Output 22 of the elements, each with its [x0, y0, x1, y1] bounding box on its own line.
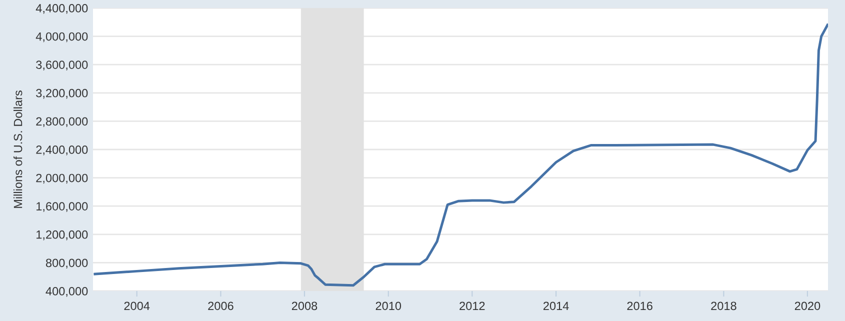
x-tick-label: 2012 [460, 302, 485, 310]
y-tick-label: 4,400,000 [36, 4, 88, 14]
y-tick-label: 2,400,000 [36, 146, 88, 156]
x-tick-label: 2010 [376, 302, 402, 310]
x-tick-label: 2006 [208, 302, 234, 310]
y-tick-label: 3,200,000 [36, 88, 88, 99]
x-tick-label: 2004 [124, 302, 150, 310]
y-tick-label: 2,000,000 [36, 174, 88, 184]
y-tick-label: 3,600,000 [36, 60, 88, 70]
x-tick-label: 2008 [292, 302, 318, 310]
y-tick-label: 2,800,000 [36, 117, 88, 127]
y-tick-label: 1,600,000 [36, 202, 88, 212]
y-tick-label: 1,200,000 [36, 230, 88, 240]
y-tick-label: 4,000,000 [36, 32, 88, 42]
x-tick-label: 2014 [543, 302, 569, 310]
x-tick-label: 2020 [794, 302, 820, 310]
y-axis-title: Millions of U.S. Dollars [14, 90, 22, 208]
x-tick-label: 2016 [627, 302, 652, 310]
line-series [94, 24, 828, 287]
x-tick-label: 2018 [711, 302, 736, 310]
y-tick-label: 400,000 [46, 287, 88, 297]
y-tick-label: 800,000 [46, 258, 88, 268]
